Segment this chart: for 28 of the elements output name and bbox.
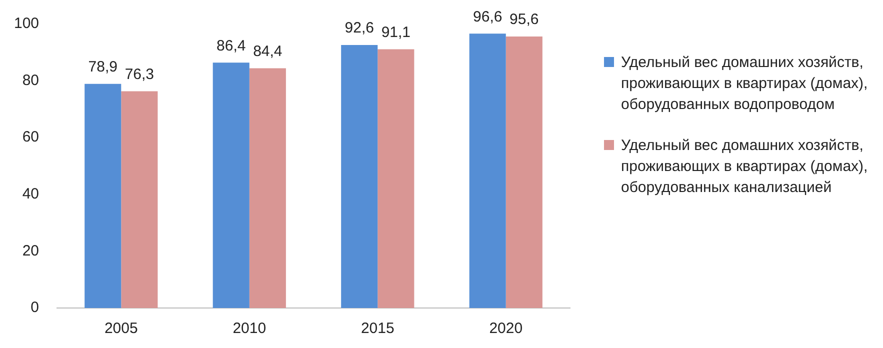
bar bbox=[121, 91, 158, 308]
legend-label: Удельный вес домашних хозяйств, проживающих в квартирах (домах), оборудованных канализацией bbox=[621, 136, 869, 198]
y-tick-label: 20 bbox=[22, 242, 40, 260]
bar bbox=[469, 34, 506, 308]
bar bbox=[249, 68, 286, 308]
data-label: 91,1 bbox=[381, 24, 411, 41]
data-label: 78,9 bbox=[88, 58, 118, 76]
bar bbox=[212, 62, 250, 308]
x-tick-label: 2020 bbox=[489, 320, 523, 338]
y-tick-label: 100 bbox=[14, 15, 40, 32]
data-label: 84,4 bbox=[253, 42, 282, 60]
bar bbox=[341, 45, 378, 308]
data-label: 92,6 bbox=[344, 20, 374, 37]
bar bbox=[378, 49, 414, 308]
y-tick-label: 80 bbox=[22, 72, 40, 89]
x-tick-label: 2010 bbox=[232, 320, 266, 338]
y-tick-label: 0 bbox=[30, 299, 40, 316]
y-tick-label: 60 bbox=[22, 128, 40, 146]
legend-label: Удельный вес домашних хозяйств, проживающих в квартирах (домах), оборудованных водопроводом bbox=[621, 53, 869, 115]
data-label: 86,4 bbox=[216, 37, 246, 54]
data-label: 95,6 bbox=[510, 11, 539, 28]
data-label: 76,3 bbox=[124, 66, 154, 83]
data-label: 96,6 bbox=[473, 8, 502, 26]
x-tick-label: 2015 bbox=[360, 320, 394, 338]
bar bbox=[506, 36, 542, 308]
x-tick-label: 2005 bbox=[104, 320, 138, 338]
bar bbox=[84, 84, 122, 308]
y-tick-label: 40 bbox=[22, 186, 40, 203]
